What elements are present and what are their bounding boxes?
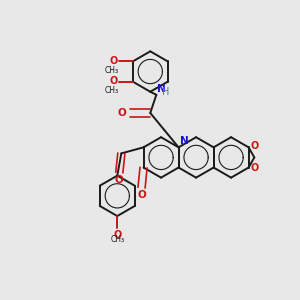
Text: O: O xyxy=(115,175,124,185)
Text: O: O xyxy=(118,108,127,118)
Text: N: N xyxy=(180,136,189,146)
Text: CH₃: CH₃ xyxy=(104,86,118,95)
Text: O: O xyxy=(137,190,146,200)
Text: O: O xyxy=(109,56,117,65)
Text: O: O xyxy=(109,76,117,86)
Text: CH₃: CH₃ xyxy=(110,235,124,244)
Text: O: O xyxy=(250,141,259,152)
Text: CH₃: CH₃ xyxy=(104,66,118,75)
Text: O: O xyxy=(250,164,259,173)
Text: N: N xyxy=(157,84,166,94)
Text: H: H xyxy=(162,87,169,97)
Text: O: O xyxy=(113,230,122,240)
